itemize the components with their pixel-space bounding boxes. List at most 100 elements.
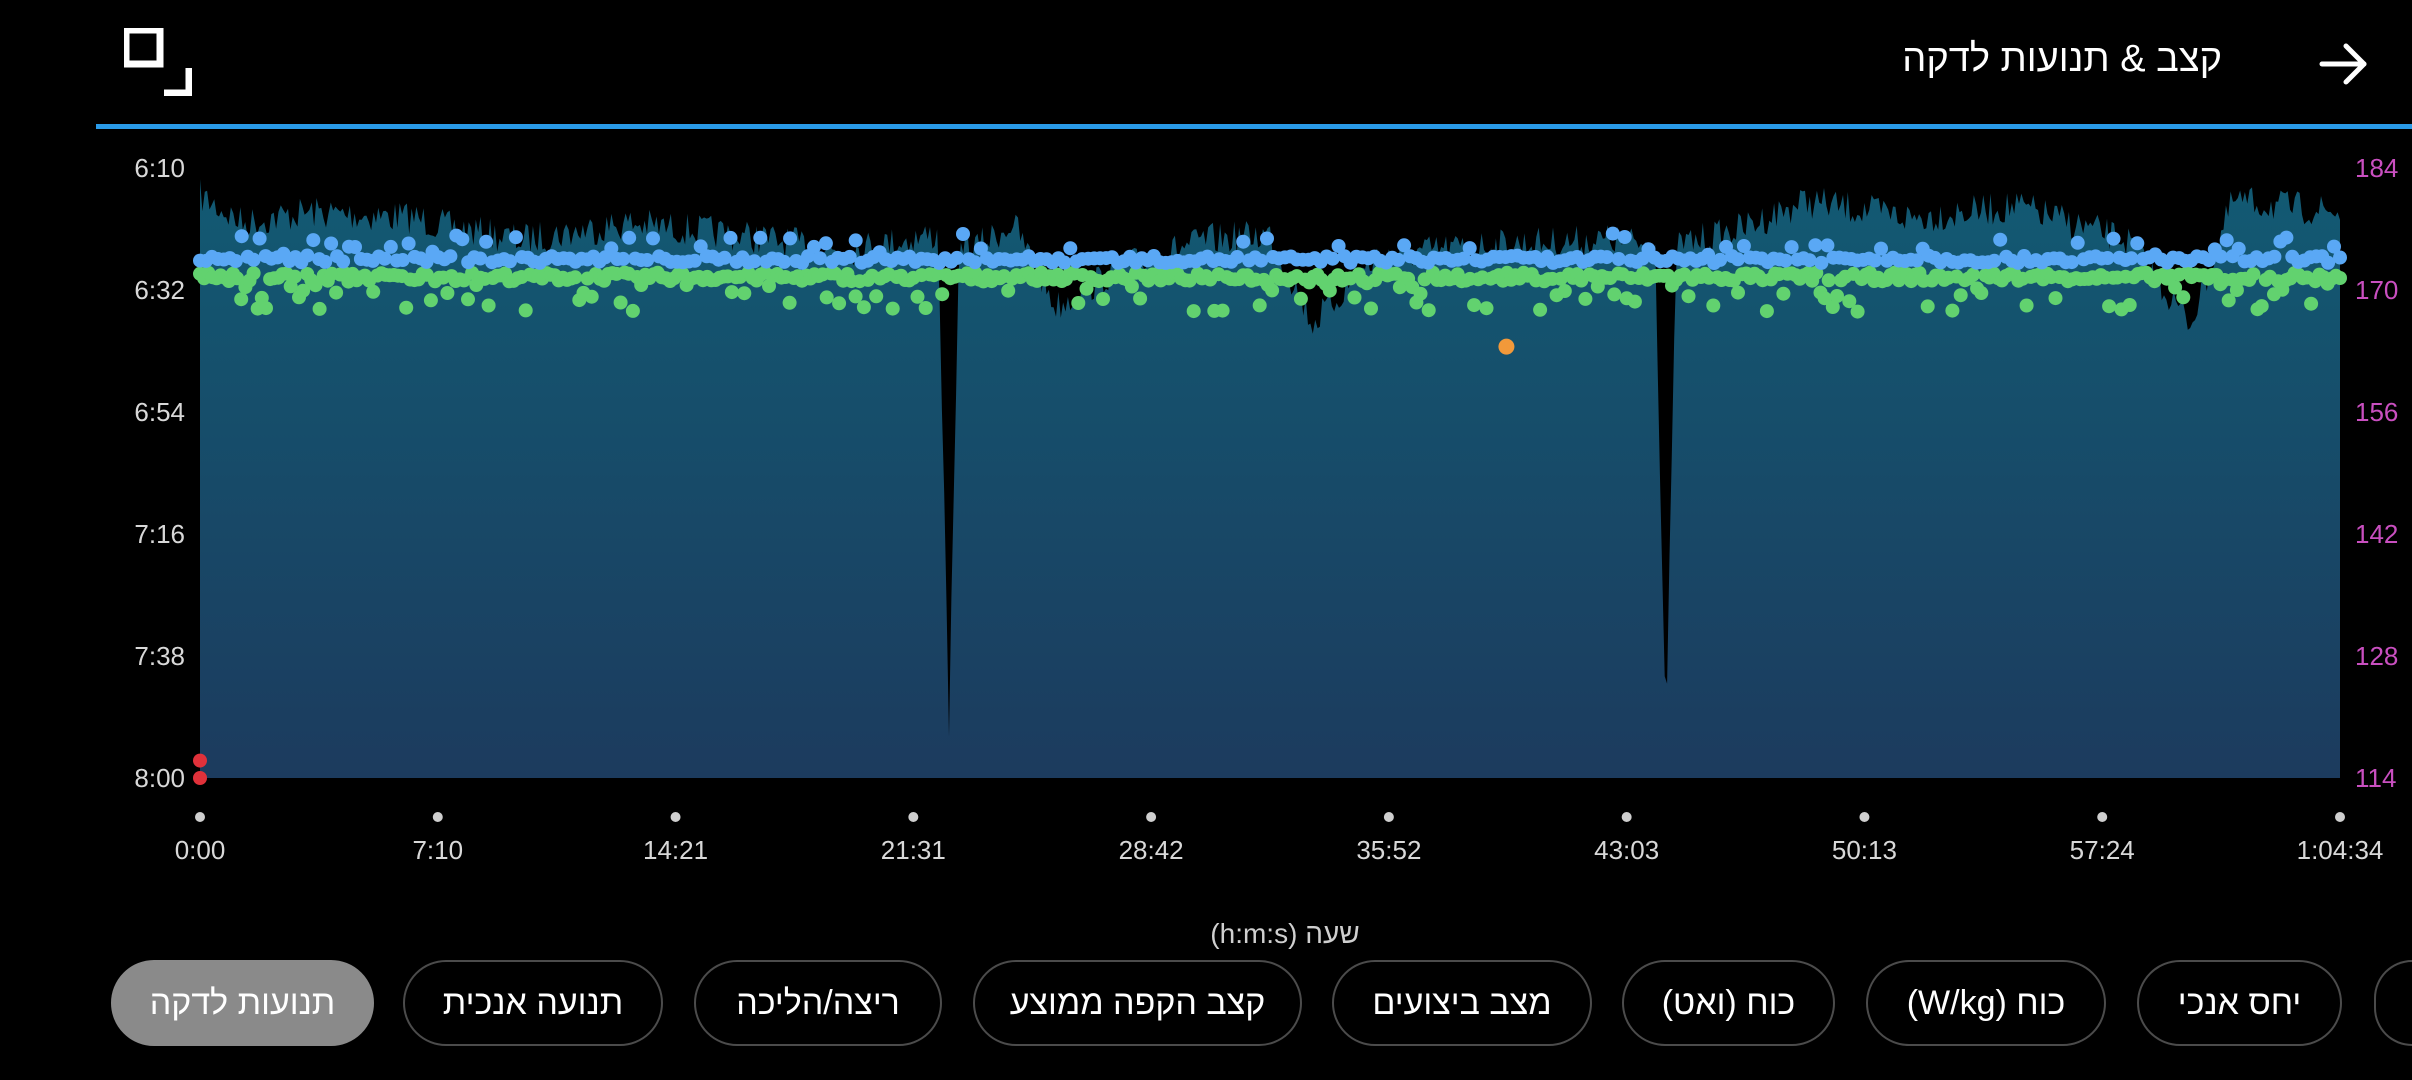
cadence-point xyxy=(613,295,628,310)
cadence-point xyxy=(1186,304,1201,319)
blue-point xyxy=(723,230,738,245)
cadence-point xyxy=(287,269,302,284)
blue-point xyxy=(1599,250,1614,265)
blue-point xyxy=(1778,253,1793,268)
chip-4[interactable]: מצב ביצועים xyxy=(1332,960,1592,1046)
cadence-point xyxy=(1706,298,1721,313)
expand-icon[interactable] xyxy=(124,28,192,96)
pace-cadence-chart[interactable]: 6:10 6:32 6:54 7:16 7:38 8:00 184 170 156 142 128… xyxy=(0,130,2412,910)
cadence-point xyxy=(1842,294,1857,309)
blue-point xyxy=(1230,250,1245,264)
cadence-point xyxy=(568,270,583,285)
cadence-point xyxy=(1817,291,1832,306)
blue-point xyxy=(950,250,964,265)
cadence-point xyxy=(1001,283,1016,298)
red-point xyxy=(193,753,207,768)
blue-point xyxy=(967,255,982,270)
chip-3[interactable]: קצב הקפה ממוצע xyxy=(973,960,1302,1046)
blue-point xyxy=(2321,255,2336,270)
cadence-point xyxy=(782,295,797,310)
x-tick-label: 21:31 xyxy=(881,835,946,865)
blue-point xyxy=(783,231,798,246)
cadence-point xyxy=(2254,299,2269,314)
cadence-point xyxy=(724,285,739,300)
metric-chips: תנועות לדקה תנועה אנכית ריצה/הליכה קצב הקפה… xyxy=(0,960,2412,1050)
cadence-point xyxy=(461,292,475,307)
cadence-point xyxy=(2048,291,2063,306)
blue-point xyxy=(1820,238,1835,253)
arrow-right-icon[interactable] xyxy=(2316,36,2372,92)
cadence-point xyxy=(918,301,933,315)
chip-7[interactable]: יחס אנכי xyxy=(2137,960,2342,1046)
blue-point xyxy=(2327,239,2341,254)
blue-point xyxy=(300,248,315,263)
chip-partial[interactable] xyxy=(2374,960,2412,1046)
blue-point xyxy=(956,227,970,241)
chip-0[interactable]: תנועות לדקה xyxy=(111,960,374,1046)
chip-label: תנועות לדקה xyxy=(149,983,336,1022)
blue-point xyxy=(246,252,261,267)
cadence-point xyxy=(234,292,249,307)
cadence-point xyxy=(869,289,884,304)
left-tick-label: 8:00 xyxy=(134,763,185,793)
blue-point xyxy=(687,253,702,268)
blue-point xyxy=(401,236,416,251)
x-tick-label: 50:13 xyxy=(1832,835,1897,865)
blue-point xyxy=(503,254,517,269)
cadence-point xyxy=(935,287,950,302)
x-tick-label: 7:10 xyxy=(412,835,463,865)
cadence-point xyxy=(1347,290,1362,305)
blue-point xyxy=(2106,231,2121,246)
cadence-point xyxy=(2168,280,2183,295)
cadence-point xyxy=(856,300,871,315)
cadence-point xyxy=(2019,298,2034,313)
cadence-point xyxy=(885,301,900,316)
blue-point xyxy=(1993,232,2008,247)
blue-point xyxy=(2279,230,2294,245)
cadence-point xyxy=(440,286,455,300)
chip-label: קצב הקפה ממוצע xyxy=(1009,983,1266,1022)
chip-5[interactable]: כוח (ואט) xyxy=(1622,960,1835,1046)
cadence-point xyxy=(1293,291,1308,306)
right-tick-label: 156 xyxy=(2355,397,2398,427)
blue-point xyxy=(616,251,631,266)
left-tick-label: 7:16 xyxy=(134,519,185,549)
blue-point xyxy=(1063,241,1078,256)
x-tick-dot xyxy=(908,812,919,822)
blue-point xyxy=(479,234,494,249)
blue-point xyxy=(1057,255,1072,270)
blue-point xyxy=(1868,253,1882,268)
blue-point xyxy=(383,239,398,254)
blue-point xyxy=(622,230,637,245)
cadence-point xyxy=(1557,284,1572,298)
blue-point xyxy=(818,236,833,251)
cadence-point xyxy=(1265,283,1280,298)
blue-point xyxy=(1260,231,1274,246)
x-axis: 0:00 7:10 14:21 21:31 28:42 35:52 43:03 50:13 57… xyxy=(175,812,2383,865)
blue-point xyxy=(2124,251,2139,266)
chip-6[interactable]: כוח (W/kg) xyxy=(1866,960,2106,1046)
blue-point xyxy=(1605,226,1620,241)
cadence-point xyxy=(1215,303,1230,318)
right-tick-label: 114 xyxy=(2355,763,2396,793)
cadence-point xyxy=(1578,291,1593,306)
cadence-point xyxy=(1133,291,1148,306)
cadence-point xyxy=(1364,301,1378,316)
blue-point xyxy=(336,254,351,269)
pace-area xyxy=(200,179,2340,779)
chip-2[interactable]: ריצה/הליכה xyxy=(694,960,942,1046)
blue-point xyxy=(1808,238,1823,253)
chip-label: יחס אנכי xyxy=(2177,983,2302,1022)
blue-point xyxy=(2070,235,2085,250)
chip-1[interactable]: תנועה אנכית xyxy=(403,960,663,1046)
cadence-point xyxy=(308,278,323,293)
cadence-point xyxy=(1759,304,1774,319)
blue-point xyxy=(1462,241,1477,256)
blue-point xyxy=(1391,252,1406,267)
cadence-point xyxy=(259,301,273,316)
blue-point xyxy=(318,254,333,269)
blue-point xyxy=(324,236,339,251)
blue-point xyxy=(747,254,762,269)
x-tick-dot xyxy=(2335,812,2345,822)
x-tick-label: 28:42 xyxy=(1119,835,1184,865)
